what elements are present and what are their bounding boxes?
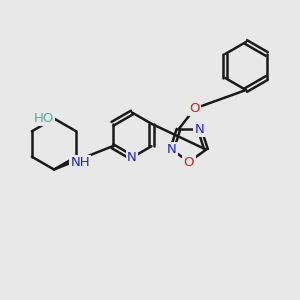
Text: N: N [195,123,205,136]
Text: N: N [127,151,137,164]
Text: O: O [190,102,200,115]
Text: O: O [184,155,194,169]
Text: HO: HO [33,112,54,125]
Text: NH: NH [70,156,90,169]
Text: N: N [167,143,177,156]
